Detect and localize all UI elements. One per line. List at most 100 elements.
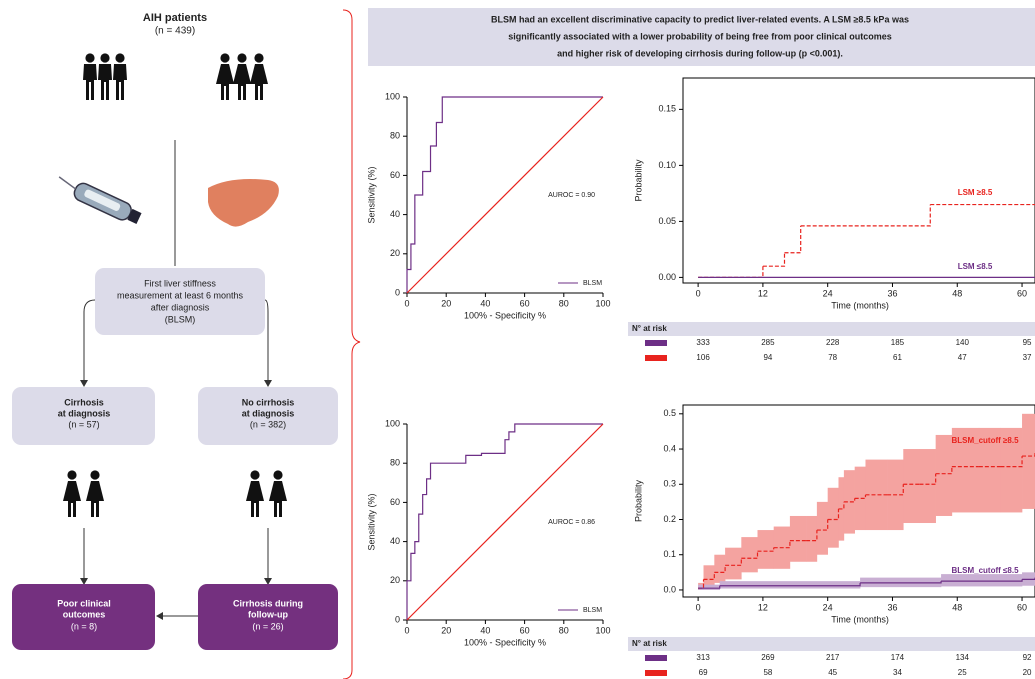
annotation: AUROC = 0.86 — [548, 519, 595, 526]
box-text: at diagnosis — [58, 408, 111, 418]
header-text: significantly associated with a lower pr… — [508, 31, 892, 41]
risk-header — [628, 322, 1035, 336]
y-tick-label: 0.00 — [658, 272, 676, 282]
legend-label: BLSM — [583, 280, 602, 287]
x-tick-label: 0 — [404, 625, 409, 635]
plot-frame — [683, 78, 1035, 283]
y-tick-label: 0.05 — [658, 216, 676, 226]
risk-count: 92 — [1023, 653, 1032, 662]
y-tick-label: 80 — [390, 131, 400, 141]
risk-swatch — [645, 670, 667, 676]
x-tick-label: 60 — [1017, 288, 1027, 298]
x-axis-label: 100% - Specificity % — [464, 637, 546, 647]
risk-count: 134 — [956, 653, 970, 662]
risk-count: 313 — [696, 653, 710, 662]
women-icon — [63, 470, 104, 517]
header-text: BLSM had an excellent discriminative cap… — [491, 14, 909, 24]
risk-count: 285 — [761, 338, 775, 347]
risk-count: 174 — [891, 653, 905, 662]
risk-count: 34 — [893, 668, 902, 677]
women-icon — [216, 53, 268, 100]
confidence-band — [919, 449, 935, 523]
flow-diagram: AIH patients (n = 439) First liver stiff… — [12, 10, 360, 679]
box-text: Cirrhosis — [64, 397, 104, 407]
risk-count: 47 — [958, 353, 967, 362]
confidence-band — [817, 502, 828, 555]
y-axis-label: Sensitivity (%) — [366, 166, 376, 223]
risk-count: 45 — [828, 668, 837, 677]
box-text: (BLSM) — [165, 314, 196, 324]
confidence-band — [714, 555, 725, 583]
y-tick-label: 100 — [385, 91, 400, 101]
risk-title: N° at risk — [632, 324, 667, 333]
risk-count: 94 — [763, 353, 772, 362]
risk-count: 269 — [761, 653, 775, 662]
box-text: (n = 26) — [252, 621, 283, 631]
series-label: BLSM_cutoff ≤8.5 — [951, 566, 1019, 575]
risk-count: 58 — [763, 668, 772, 677]
x-axis-label: Time (months) — [831, 614, 889, 624]
x-tick-label: 80 — [559, 298, 569, 308]
page: AIH patients (n = 439) First liver stiff… — [0, 0, 1035, 679]
x-tick-label: 24 — [823, 288, 833, 298]
y-tick-label: 80 — [390, 458, 400, 468]
confidence-band — [828, 488, 839, 548]
y-tick-label: 40 — [390, 209, 400, 219]
x-tick-label: 24 — [823, 602, 833, 612]
flow-count: (n = 439) — [155, 26, 195, 37]
y-axis-label: Sensitivity (%) — [366, 493, 376, 550]
y-tick-label: 0.1 — [663, 549, 676, 559]
x-axis-label: 100% - Specificity % — [464, 310, 546, 320]
confidence-band — [941, 574, 1022, 586]
arrowheads — [80, 380, 272, 387]
y-tick-label: 60 — [390, 497, 400, 507]
box-text: Poor clinical — [57, 598, 111, 608]
x-tick-label: 60 — [520, 298, 530, 308]
y-axis-label: Probability — [633, 479, 643, 522]
y-tick-label: 0.15 — [658, 104, 676, 114]
x-tick-label: 20 — [441, 298, 451, 308]
km-step — [784, 226, 800, 253]
x-tick-label: 0 — [696, 288, 701, 298]
y-tick-label: 100 — [385, 418, 400, 428]
y-tick-label: 0 — [395, 287, 400, 297]
risk-header — [628, 637, 1035, 651]
confidence-band — [704, 565, 715, 586]
box-text: follow-up — [248, 609, 288, 619]
km-step — [698, 266, 763, 277]
box-text: after diagnosis — [151, 302, 210, 312]
x-tick-label: 48 — [952, 602, 962, 612]
box-text: measurement at least 6 months — [117, 290, 244, 300]
x-tick-label: 0 — [696, 602, 701, 612]
series-label: LSM ≤8.5 — [958, 262, 993, 271]
risk-count: 25 — [958, 668, 967, 677]
risk-count: 61 — [893, 353, 902, 362]
x-tick-label: 100 — [595, 625, 610, 635]
confidence-band — [720, 581, 861, 588]
probe-icon — [54, 172, 143, 226]
risk-count: 95 — [1023, 338, 1032, 347]
confidence-band — [936, 435, 952, 516]
y-tick-label: 0.4 — [663, 443, 676, 453]
risk-count: 20 — [1023, 668, 1032, 677]
connector — [265, 300, 268, 385]
x-tick-label: 60 — [1017, 602, 1027, 612]
y-tick-label: 0 — [395, 614, 400, 624]
series-label: BLSM_cutoff ≥8.5 — [951, 436, 1019, 445]
risk-count: 217 — [826, 653, 840, 662]
x-tick-label: 100 — [595, 298, 610, 308]
risk-count: 333 — [696, 338, 710, 347]
confidence-band — [725, 548, 741, 580]
box-text: (n = 8) — [71, 621, 97, 631]
series-label: LSM ≥8.5 — [958, 188, 993, 197]
y-tick-label: 40 — [390, 536, 400, 546]
confidence-band — [790, 516, 806, 562]
y-tick-label: 20 — [390, 575, 400, 585]
brace — [343, 10, 360, 679]
box-text: Cirrhosis during — [233, 598, 303, 608]
confidence-band — [704, 585, 720, 590]
x-axis-label: Time (months) — [831, 300, 889, 310]
x-tick-label: 36 — [887, 288, 897, 298]
x-tick-label: 0 — [404, 298, 409, 308]
risk-count: 78 — [828, 353, 837, 362]
